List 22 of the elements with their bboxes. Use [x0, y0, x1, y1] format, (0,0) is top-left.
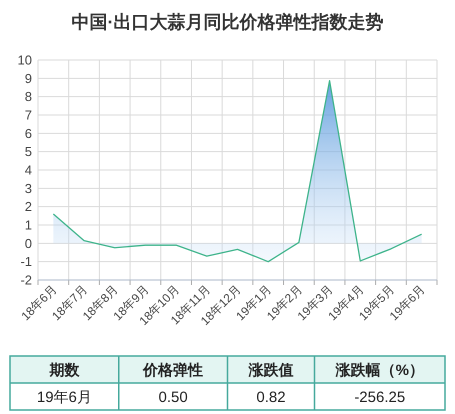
text: 0.50 — [158, 389, 188, 406]
y-tick-label: 9 — [24, 70, 32, 86]
y-tick-label: 10 — [18, 52, 32, 68]
text: 19年6月 — [36, 389, 92, 406]
y-tick-label: 3 — [24, 180, 32, 196]
y-tick-label: 4 — [24, 162, 32, 178]
y-tick-label: 2 — [24, 199, 32, 214]
text: 涨跌幅（%） — [334, 362, 424, 379]
text: 期数 — [48, 362, 80, 379]
y-tick-label: 0 — [24, 236, 32, 251]
y-tick-label: 8 — [24, 89, 32, 104]
y-tick-label: 7 — [24, 108, 32, 122]
y-tick-label: 1 — [24, 218, 32, 232]
y-tick-label: 5 — [24, 144, 32, 160]
text: -256.25 — [354, 389, 406, 406]
text: 涨跌值 — [248, 362, 294, 379]
text: 0.82 — [256, 389, 286, 406]
y-tick-label: 6 — [24, 126, 32, 141]
y-tick-label: -1 — [20, 254, 32, 270]
text: 价格弹性 — [142, 362, 204, 379]
y-tick-label: -2 — [20, 272, 32, 288]
chart-title: 中国·出口大蒜月同比价格弹性指数走势 — [72, 12, 384, 32]
